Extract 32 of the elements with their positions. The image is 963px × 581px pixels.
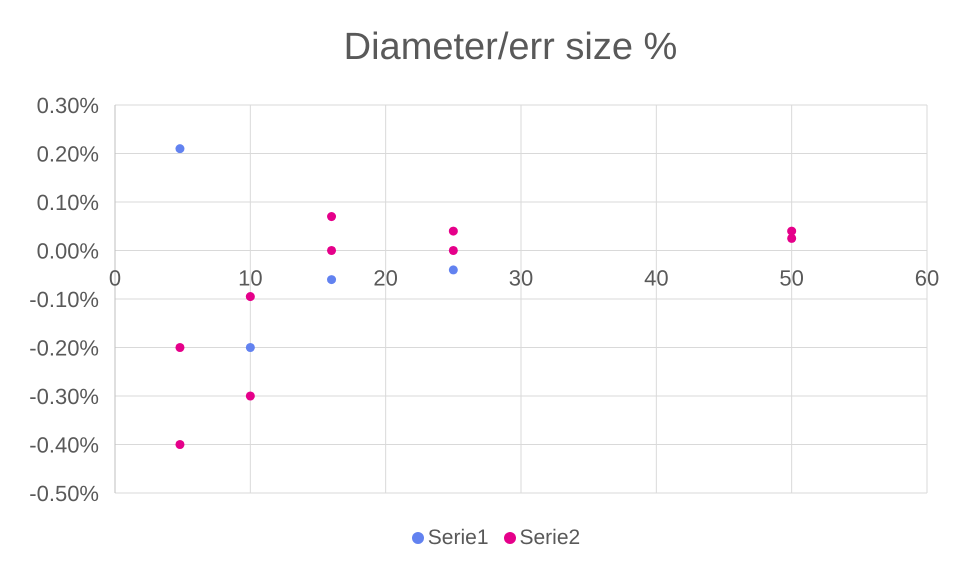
x-tick-label: 30	[508, 266, 534, 290]
x-tick-label: 0	[108, 266, 122, 290]
point	[175, 342, 184, 352]
y-tick-label: 0.30%	[36, 92, 99, 118]
x-tick-label: 40	[644, 266, 669, 290]
point	[448, 226, 458, 236]
legend-label: Serie1	[428, 526, 488, 550]
x-tick-label: 10	[238, 266, 263, 290]
point	[175, 440, 184, 450]
point	[246, 292, 255, 302]
x-tick-label: 60	[914, 266, 940, 290]
point	[787, 234, 796, 243]
y-tick-label: -0.20%	[29, 335, 99, 360]
y-tick-label: 0.10%	[36, 190, 99, 215]
x-tick-label: 50	[779, 266, 804, 290]
point	[246, 391, 255, 401]
y-tick-label: -0.50%	[29, 480, 99, 506]
point	[448, 265, 458, 274]
y-tick-label: -0.10%	[29, 286, 99, 312]
point	[327, 212, 336, 222]
point	[246, 342, 255, 352]
y-tick-label: -0.30%	[29, 384, 99, 409]
point	[327, 275, 336, 284]
legend-label: Serie2	[520, 526, 580, 550]
y-tick-label: 0.20%	[36, 141, 99, 166]
chart-title: Diameter/err size %	[342, 25, 678, 70]
point	[327, 246, 336, 256]
point	[448, 246, 458, 256]
x-tick-label: 20	[373, 266, 398, 290]
point	[175, 144, 184, 154]
y-tick-label: -0.40%	[29, 432, 99, 458]
y-tick-label: 0.00%	[36, 238, 99, 264]
